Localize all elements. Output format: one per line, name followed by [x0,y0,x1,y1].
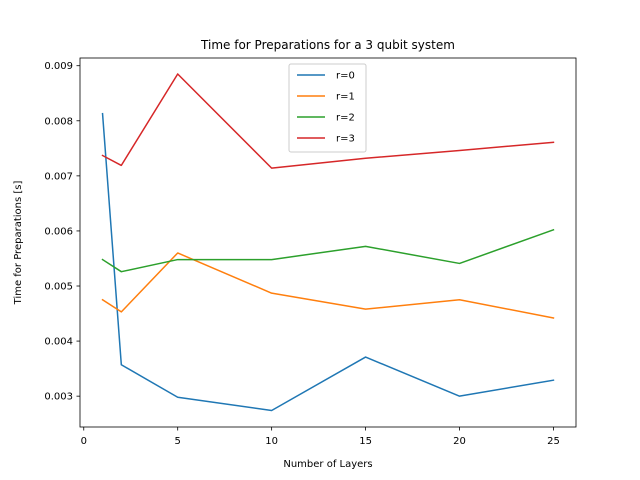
x-tick-label: 0 [81,436,87,447]
y-axis-label: Time for Preparations [s] [13,181,24,306]
y-axis: 0.003 0.004 0.005 0.006 0.007 0.008 0.009 [44,61,80,403]
x-axis-label: Number of Layers [283,459,372,470]
y-tick-label: 0.006 [44,226,73,237]
x-axis: 0 5 10 15 20 25 [81,427,560,447]
legend-entry: r=3 [336,134,355,145]
legend-box [288,63,367,153]
axes-frame [79,57,577,428]
y-tick-label: 0.003 [44,392,73,403]
series-layer [101,73,555,412]
x-tick-label: 25 [547,436,560,447]
y-tick-label: 0.007 [44,171,73,182]
series-line-r-0 [101,112,555,412]
x-tick-label: 20 [453,436,466,447]
series-line-r-3 [101,73,555,169]
y-tick-label: 0.005 [44,282,73,293]
series-line-r-2 [101,228,555,273]
chart-title: Time for Preparations for a 3 qubit syst… [200,38,455,52]
x-tick-label: 5 [175,436,181,447]
y-tick-label: 0.004 [44,337,73,348]
x-tick-label: 15 [359,436,372,447]
y-tick-label: 0.008 [44,116,73,127]
x-tick-label: 10 [265,436,278,447]
series-line-r-1 [101,252,555,319]
legend-entry: r=0 [336,71,355,82]
y-tick-label: 0.009 [44,61,73,72]
legend: r=0 r=1 r=2 r=3 [288,63,367,153]
legend-entry: r=2 [336,113,355,124]
legend-entry: r=1 [336,92,355,103]
